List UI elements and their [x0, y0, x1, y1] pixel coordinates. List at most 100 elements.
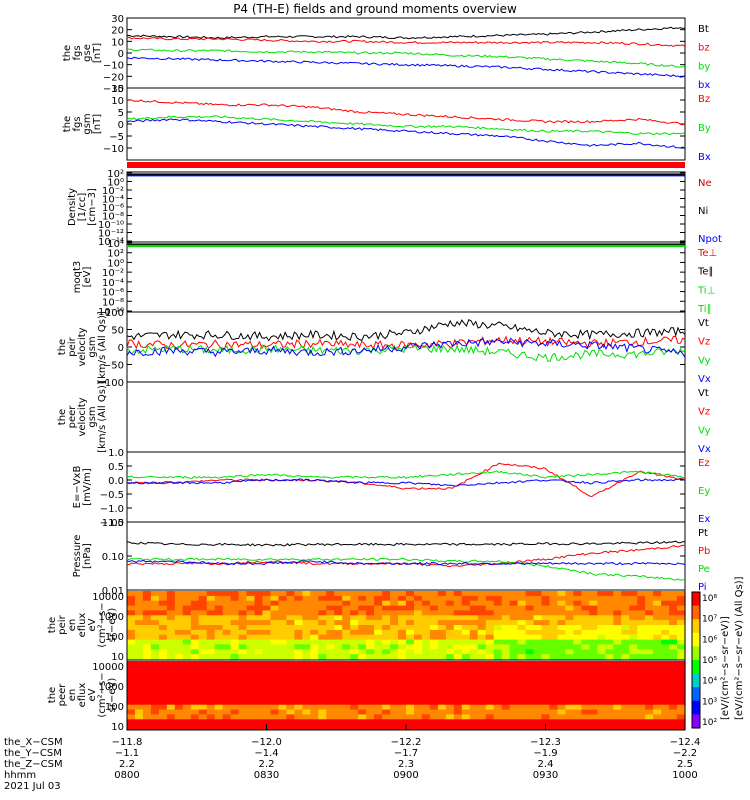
heatmap-cell: [135, 600, 144, 607]
heatmap-cell: [246, 665, 256, 672]
heatmap-cell: [541, 661, 551, 667]
heatmap-cell: [158, 714, 168, 720]
legend-Npot: Npot: [698, 234, 722, 245]
y-label-line: the: [47, 617, 58, 633]
heatmap-cell: [445, 670, 455, 677]
heatmap-cell: [190, 639, 200, 646]
heatmap-cell: [174, 724, 184, 730]
heatmap-cell: [318, 724, 327, 730]
heatmap-cell: [302, 680, 311, 686]
heatmap-cell: [318, 605, 327, 612]
heatmap-cell: [318, 649, 327, 655]
legend-Ti⊥: Ti⊥: [697, 285, 715, 296]
heatmap-cell: [573, 615, 582, 621]
heatmap-cell: [613, 680, 622, 686]
heatmap-cell: [573, 639, 582, 646]
heatmap-cell: [541, 670, 551, 677]
heatmap-cell: [437, 610, 447, 616]
heatmap-cell: [637, 699, 646, 706]
heatmap-cell: [358, 615, 367, 621]
heatmap-cell: [334, 661, 343, 667]
heatmap-cell: [453, 605, 463, 612]
heatmap-cell: [302, 615, 311, 621]
heatmap-cell: [613, 699, 622, 706]
heatmap-cell: [573, 634, 582, 641]
heatmap-cell: [605, 620, 614, 626]
heatmap-cell: [150, 629, 160, 636]
heatmap-cell: [677, 654, 686, 660]
heatmap-cell: [166, 714, 176, 720]
x-tick-label: −11.8: [112, 737, 143, 748]
heatmap-cell: [525, 675, 535, 682]
heatmap-cell: [493, 704, 503, 711]
heatmap-cell: [334, 675, 343, 682]
heatmap-cell: [421, 695, 431, 701]
legend-Ey: Ey: [698, 486, 710, 497]
heatmap-cell: [302, 699, 311, 706]
heatmap-cell: [421, 724, 431, 730]
heatmap-cell: [605, 644, 614, 650]
heatmap-cell: [238, 724, 248, 730]
heatmap-cell: [366, 695, 375, 701]
y-label-line: gsm: [87, 336, 98, 357]
heatmap-cell: [150, 714, 160, 720]
heatmap-cell: [629, 634, 638, 641]
heatmap-cell: [621, 661, 630, 667]
heatmap-cell: [150, 670, 160, 677]
heatmap-cell: [509, 680, 519, 686]
heatmap-cell: [453, 699, 463, 706]
heatmap-cell: [469, 719, 479, 725]
heatmap-cell: [669, 615, 678, 621]
heatmap-cell: [461, 704, 471, 711]
heatmap-cell: [565, 699, 574, 706]
y-tick-label: −1.5: [100, 518, 124, 529]
y-label-line: (cm²−s−: [97, 602, 108, 647]
heatmap-cell: [485, 649, 495, 655]
heatmap-cell: [286, 695, 295, 701]
heatmap-cell: [390, 600, 399, 607]
heatmap-cell: [222, 724, 232, 730]
heatmap-cell: [246, 714, 256, 720]
heatmap-cell: [629, 649, 638, 655]
heatmap-cell: [366, 649, 375, 655]
heatmap-cell: [421, 661, 431, 667]
heatmap-cell: [158, 661, 168, 667]
heatmap-cell: [581, 639, 590, 646]
heatmap-cell: [198, 690, 208, 696]
heatmap-cell: [469, 605, 479, 612]
heatmap-cell: [382, 709, 391, 716]
colorbar-tick: 10⁸: [702, 594, 717, 604]
heatmap-cell: [374, 615, 383, 621]
heatmap-cell: [198, 634, 208, 641]
heatmap-cell: [374, 699, 383, 706]
heatmap-cell: [589, 685, 598, 691]
heatmap-cell: [565, 685, 574, 691]
heatmap-cell: [278, 719, 288, 725]
heatmap-cell: [158, 665, 168, 672]
heatmap-cell: [358, 605, 367, 612]
heatmap-cell: [262, 709, 272, 716]
y-label-line: gsm: [87, 406, 98, 427]
panel-frame: [126, 171, 686, 243]
heatmap-cell: [270, 665, 280, 672]
colorbar-band: [692, 673, 700, 688]
heatmap-cell: [278, 595, 288, 602]
heatmap-cell: [262, 620, 272, 626]
heatmap-cell: [557, 690, 567, 696]
heatmap-cell: [214, 719, 224, 725]
heatmap-cell: [621, 699, 630, 706]
heatmap-cell: [127, 625, 136, 631]
heatmap-cell: [406, 690, 415, 696]
heatmap-cell: [557, 639, 567, 646]
heatmap-cell: [525, 649, 535, 655]
heatmap-cell: [501, 670, 511, 677]
heatmap-cell: [613, 714, 622, 720]
series-Pe: [126, 557, 686, 581]
heatmap-cell: [374, 714, 383, 720]
heatmap-cell: [541, 620, 551, 626]
heatmap-cell: [517, 634, 527, 641]
heatmap-cell: [621, 649, 630, 655]
heatmap-cell: [597, 629, 606, 636]
heatmap-cell: [350, 695, 359, 701]
heatmap-cell: [414, 699, 423, 706]
